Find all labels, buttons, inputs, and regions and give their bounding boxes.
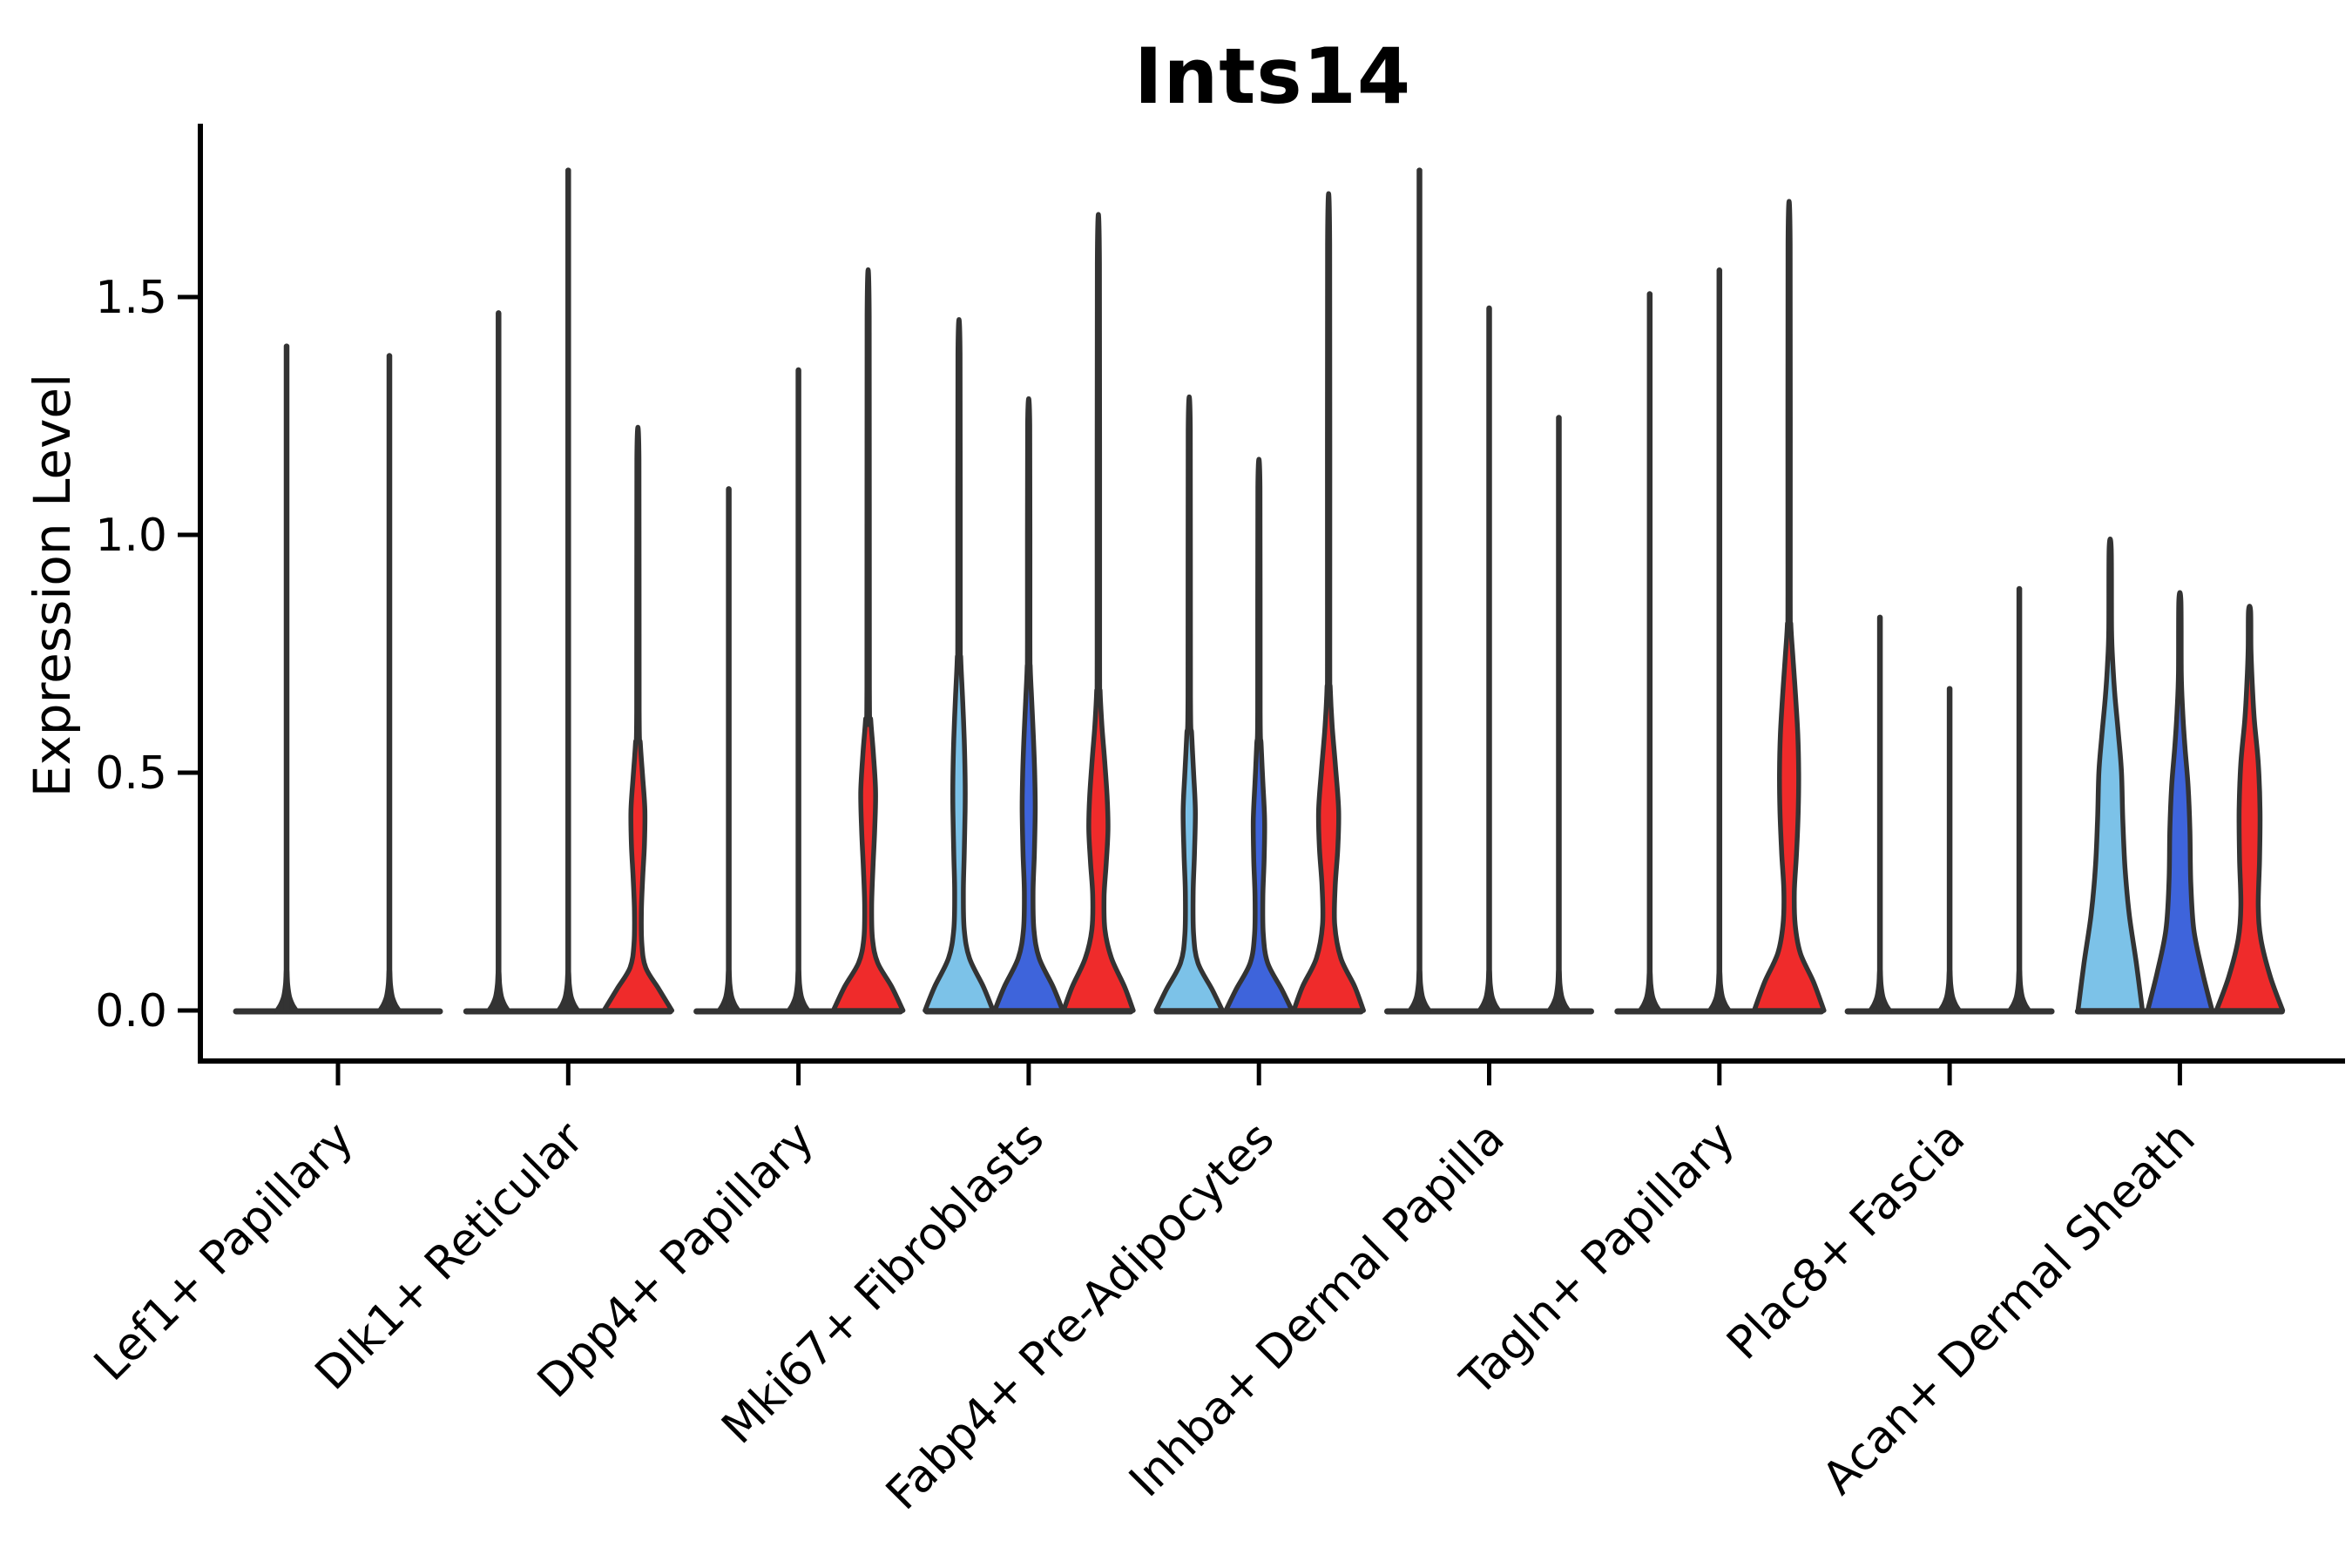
violin-body xyxy=(830,267,906,1013)
x-tick-label: Fabp4+ Pre-Adipocytes xyxy=(876,1112,1284,1520)
y-tick-label: 1.0 xyxy=(95,510,167,562)
violin-body xyxy=(2145,590,2215,1013)
y-tick-label: 0.0 xyxy=(95,985,167,1037)
violin-body xyxy=(1752,199,1827,1013)
violin-body xyxy=(923,317,996,1013)
violin-body xyxy=(2213,604,2286,1013)
violin-body xyxy=(601,424,675,1013)
x-tick-label: Inhba+ Dermal Papilla xyxy=(1119,1112,1514,1507)
violin-body xyxy=(992,395,1065,1013)
violin-body xyxy=(1223,456,1294,1013)
violin-body xyxy=(1153,395,1225,1013)
chart-title: Ints14 xyxy=(1133,31,1412,121)
y-tick-label: 1.5 xyxy=(95,272,167,324)
violin-body xyxy=(1061,212,1136,1013)
x-tick-label: Acan+ Dermal Sheath xyxy=(1813,1112,2206,1505)
x-tick-label: Plac8+ Fascia xyxy=(1717,1112,1975,1370)
violin-body xyxy=(1291,191,1366,1013)
y-tick-label: 0.5 xyxy=(95,747,167,800)
violin-body xyxy=(2075,537,2146,1013)
